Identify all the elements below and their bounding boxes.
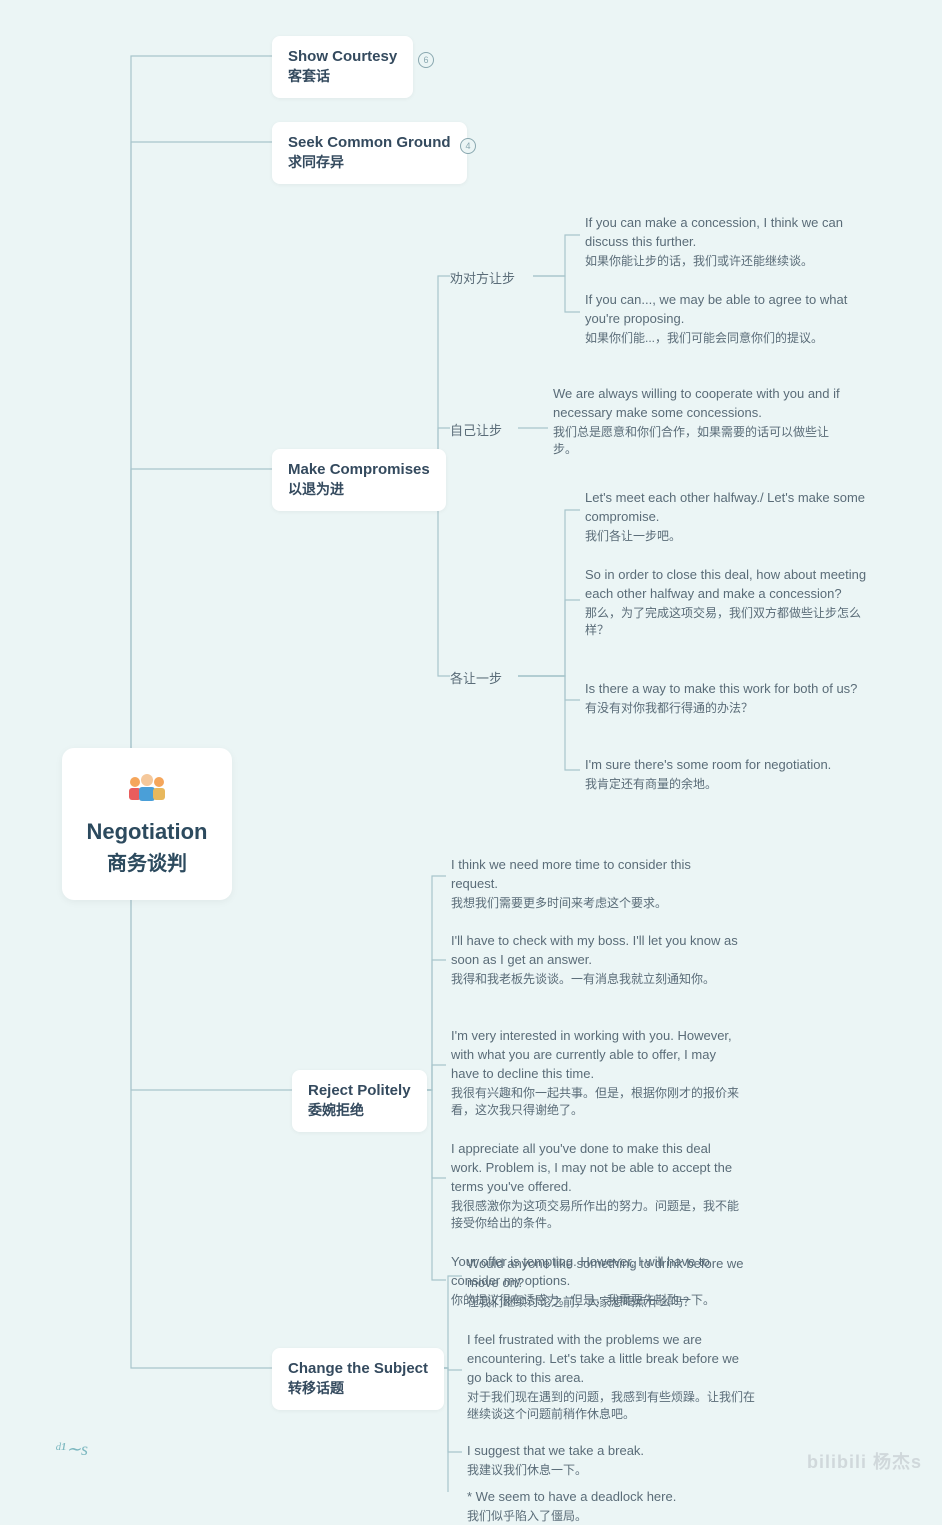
leaf-zh: 我们各让一步吧。: [585, 528, 875, 545]
sub-branch-label[interactable]: 自己让步: [450, 420, 502, 439]
leaf-en: I suggest that we take a break.: [467, 1442, 757, 1461]
collapse-badge[interactable]: 4: [460, 138, 476, 154]
leaf-phrase: If you can..., we may be able to agree t…: [585, 291, 875, 347]
root-node[interactable]: Negotiation 商务谈判: [62, 748, 232, 900]
leaf-phrase: I'm very interested in working with you.…: [451, 1027, 741, 1119]
leaf-phrase: If you can make a concession, I think we…: [585, 214, 875, 270]
collapse-badge[interactable]: 6: [418, 52, 434, 68]
leaf-zh: 我想我们需要更多时间来考虑这个要求。: [451, 895, 741, 912]
watermark-right: bilibili 杨杰s: [807, 1448, 922, 1474]
leaf-phrase: So in order to close this deal, how abou…: [585, 566, 875, 639]
leaf-en: I'm very interested in working with you.…: [451, 1027, 741, 1084]
branch-label-zh: 以退为进: [288, 479, 430, 499]
watermark-left: ᵈ¹∼s: [55, 1439, 88, 1460]
leaf-zh: 我们似乎陷入了僵局。: [467, 1508, 757, 1525]
leaf-phrase: I suggest that we take a break.我建议我们休息一下…: [467, 1442, 757, 1479]
leaf-zh: 有没有对你我都行得通的办法？: [585, 700, 875, 717]
leaf-phrase: Let's meet each other halfway./ Let's ma…: [585, 489, 875, 545]
branch-label-zh: 客套话: [288, 66, 397, 86]
branch-reject[interactable]: Reject Politely委婉拒绝: [292, 1070, 427, 1132]
leaf-phrase: I'm sure there's some room for negotiati…: [585, 756, 875, 793]
sub-branch-label[interactable]: 各让一步: [450, 668, 502, 687]
leaf-phrase: * We seem to have a deadlock here.我们似乎陷入…: [467, 1488, 757, 1525]
leaf-zh: 那么，为了完成这项交易，我们双方都做些让步怎么样？: [585, 605, 875, 640]
leaf-phrase: I feel frustrated with the problems we a…: [467, 1331, 757, 1423]
leaf-en: I feel frustrated with the problems we a…: [467, 1331, 757, 1388]
root-title-zh: 商务谈判: [84, 847, 210, 876]
leaf-phrase: Is there a way to make this work for bot…: [585, 680, 875, 717]
leaf-phrase: We are always willing to cooperate with …: [553, 385, 843, 458]
people-icon: [84, 772, 210, 809]
branch-label-en: Make Compromises: [288, 461, 430, 478]
branch-label-zh: 求同存异: [288, 152, 451, 172]
leaf-zh: 我肯定还有商量的余地。: [585, 776, 875, 793]
branch-courtesy[interactable]: Show Courtesy客套话: [272, 36, 413, 98]
leaf-zh: 我们总是愿意和你们合作，如果需要的话可以做些让步。: [553, 424, 843, 459]
branch-compromise[interactable]: Make Compromises以退为进: [272, 449, 446, 511]
leaf-en: I think we need more time to consider th…: [451, 856, 741, 894]
branch-label-zh: 转移话题: [288, 1378, 428, 1398]
leaf-en: Is there a way to make this work for bot…: [585, 680, 875, 699]
leaf-phrase: I think we need more time to consider th…: [451, 856, 741, 912]
leaf-zh: 如果你们能...，我们可能会同意你们的提议。: [585, 330, 875, 347]
leaf-zh: 对于我们现在遇到的问题，我感到有些烦躁。让我们在继续谈这个问题前稍作休息吧。: [467, 1389, 757, 1424]
leaf-en: I appreciate all you've done to make thi…: [451, 1140, 741, 1197]
leaf-en: If you can make a concession, I think we…: [585, 214, 875, 252]
leaf-en: We are always willing to cooperate with …: [553, 385, 843, 423]
leaf-zh: 我很感激你为这项交易所作出的努力。问题是，我不能接受你给出的条件。: [451, 1198, 741, 1233]
leaf-phrase: I'll have to check with my boss. I'll le…: [451, 932, 741, 988]
leaf-en: So in order to close this deal, how abou…: [585, 566, 875, 604]
leaf-zh: 我建议我们休息一下。: [467, 1462, 757, 1479]
leaf-zh: 在我们继续讨论之前，大家想喝点什么吗？: [467, 1294, 757, 1311]
leaf-en: * We seem to have a deadlock here.: [467, 1488, 757, 1507]
leaf-zh: 我得和我老板先谈谈。一有消息我就立刻通知你。: [451, 971, 741, 988]
branch-change[interactable]: Change the Subject转移话题: [272, 1348, 444, 1410]
leaf-en: I'll have to check with my boss. I'll le…: [451, 932, 741, 970]
leaf-en: If you can..., we may be able to agree t…: [585, 291, 875, 329]
sub-branch-label[interactable]: 劝对方让步: [450, 268, 515, 287]
branch-label-zh: 委婉拒绝: [308, 1100, 411, 1120]
leaf-phrase: Would anyone like something to drink bef…: [467, 1255, 757, 1311]
leaf-en: Would anyone like something to drink bef…: [467, 1255, 757, 1293]
root-title-en: Negotiation: [84, 819, 210, 845]
leaf-en: I'm sure there's some room for negotiati…: [585, 756, 875, 775]
branch-label-en: Change the Subject: [288, 1360, 428, 1377]
branch-label-en: Seek Common Ground: [288, 134, 451, 151]
leaf-phrase: I appreciate all you've done to make thi…: [451, 1140, 741, 1232]
branch-label-en: Reject Politely: [308, 1082, 411, 1099]
leaf-zh: 如果你能让步的话，我们或许还能继续谈。: [585, 253, 875, 270]
branch-common[interactable]: Seek Common Ground求同存异: [272, 122, 467, 184]
branch-label-en: Show Courtesy: [288, 48, 397, 65]
leaf-zh: 我很有兴趣和你一起共事。但是，根据你刚才的报价来看，这次我只得谢绝了。: [451, 1085, 741, 1120]
leaf-en: Let's meet each other halfway./ Let's ma…: [585, 489, 875, 527]
